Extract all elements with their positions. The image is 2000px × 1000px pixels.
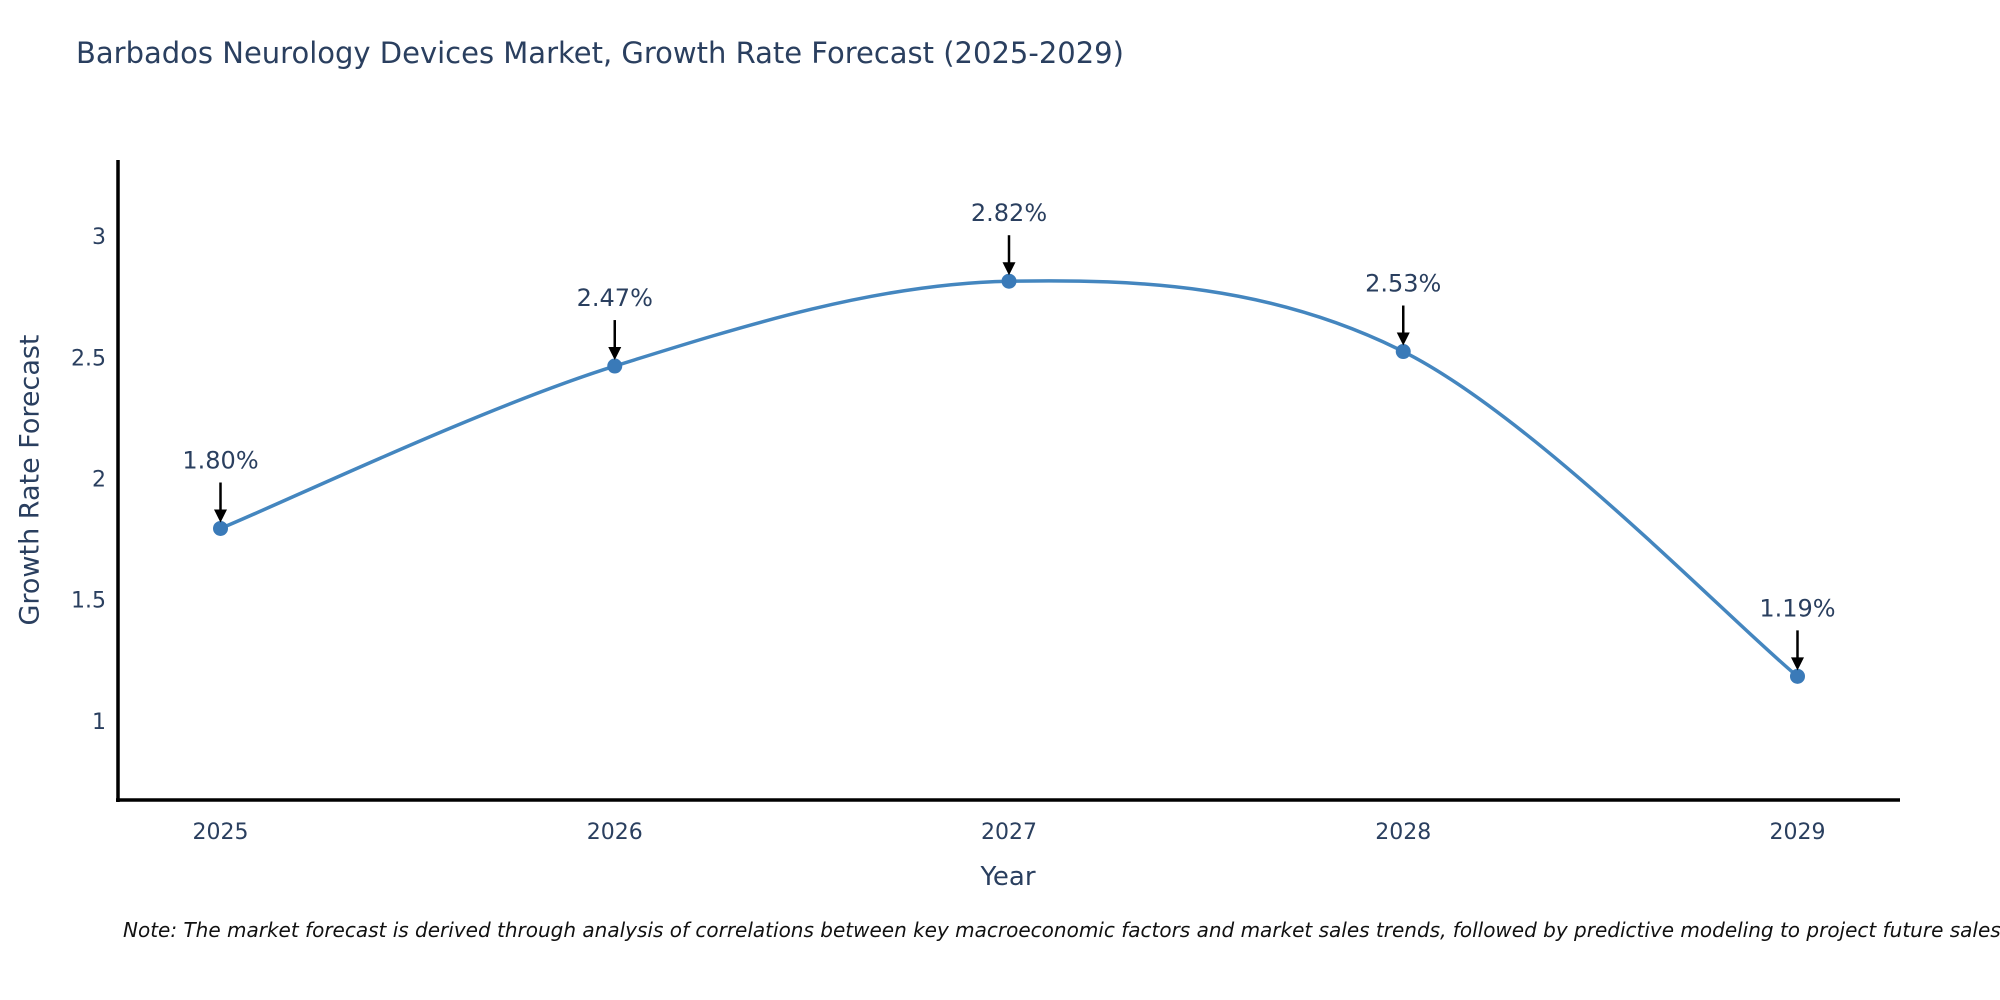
annotation-arrowhead	[214, 509, 228, 523]
y-tick-label: 1	[92, 710, 106, 735]
y-tick-label: 2	[92, 468, 106, 493]
x-tick-label: 2025	[193, 820, 249, 845]
annotation-arrowhead	[1790, 657, 1804, 671]
annotation-label: 1.19%	[1759, 594, 1835, 622]
annotation-arrowhead	[608, 347, 622, 361]
chart-title: Barbados Neurology Devices Market, Growt…	[76, 36, 1124, 70]
y-tick-label: 2.5	[71, 346, 106, 371]
annotation-label: 2.82%	[971, 199, 1047, 227]
footnote: Note: The market forecast is derived thr…	[123, 918, 2000, 942]
y-axis-title: Growth Rate Forecast	[14, 334, 46, 626]
y-tick-label: 1.5	[71, 589, 106, 614]
x-tick-label: 2028	[1375, 820, 1431, 845]
annotation-arrowhead	[1396, 332, 1410, 346]
x-tick-label: 2026	[587, 820, 643, 845]
series-line	[219, 279, 1799, 678]
annotation-arrowhead	[1002, 262, 1016, 276]
annotation-label: 2.47%	[577, 284, 653, 312]
data-point-marker[interactable]	[1789, 668, 1805, 684]
x-axis-title: Year	[980, 862, 1036, 892]
x-tick-label: 2029	[1769, 820, 1825, 845]
data-point-marker[interactable]	[213, 520, 229, 536]
annotation-label: 2.53%	[1365, 270, 1441, 298]
y-tick-label: 3	[92, 225, 106, 250]
data-point-marker[interactable]	[1395, 344, 1411, 360]
annotation-label: 1.80%	[182, 446, 258, 474]
data-point-marker[interactable]	[607, 358, 623, 374]
data-point-marker[interactable]	[1001, 273, 1017, 289]
x-tick-label: 2027	[981, 820, 1037, 845]
